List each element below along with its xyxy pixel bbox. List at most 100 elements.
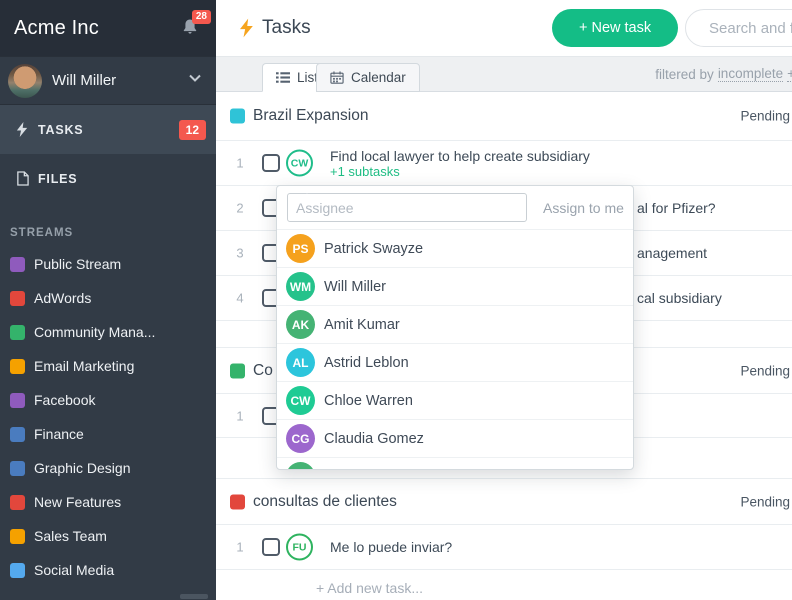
avatar [286, 462, 315, 469]
tasks-lightning-icon [240, 18, 253, 38]
section-title: consultas de clientes [253, 492, 397, 510]
sidebar-stream-new-features[interactable]: New Features [0, 485, 216, 519]
add-new-task[interactable]: + Add new task... [216, 569, 792, 600]
sidebar-stream-adwords[interactable]: AdWords [0, 281, 216, 315]
subtasks-link[interactable]: +1 subtasks [330, 164, 400, 179]
stream-name: AdWords [34, 290, 92, 306]
calendar-icon [330, 71, 344, 84]
section-status[interactable]: Pending [740, 494, 790, 509]
tab-label: Calendar [351, 70, 406, 85]
task-title[interactable]: anagement [637, 245, 708, 261]
stream-color-swatch [10, 460, 25, 476]
task-number: 1 [236, 539, 244, 555]
lightning-icon [14, 122, 30, 137]
chevron-down-icon [188, 71, 202, 90]
sidebar-stream-email-marketing[interactable]: Email Marketing [0, 349, 216, 383]
tab-calendar[interactable]: Calendar [316, 63, 420, 92]
avatar: AK [286, 310, 315, 339]
stream-color-swatch [10, 256, 25, 272]
tab-label: List [297, 70, 319, 85]
task-title[interactable]: al for Pfizer? [637, 200, 716, 216]
task-title[interactable]: Me lo puede inviar? [330, 539, 453, 555]
stream-name: Public Stream [34, 256, 122, 272]
assignee-option[interactable]: AL Astrid Leblon [277, 343, 633, 381]
sidebar-stream-finance[interactable]: Finance [0, 417, 216, 451]
user-name: Will Miller [52, 72, 117, 89]
task-number: 1 [236, 408, 244, 423]
avatar: CG [286, 424, 315, 453]
assignee-search-input[interactable] [287, 193, 527, 222]
task-row[interactable]: 1 FU Me lo puede inviar? [216, 524, 792, 569]
stream-name: Email Marketing [34, 358, 135, 374]
section-header-consultas-de-clientes: consultas de clientes Pending [216, 478, 792, 524]
person-name: Astrid Leblon [324, 354, 409, 371]
sidebar-stream-social-media[interactable]: Social Media [0, 553, 216, 587]
section-title: Brazil Expansion [253, 107, 369, 124]
tab-bar: List Calendar filtered by incomplete + [216, 56, 792, 92]
stream-color-swatch [10, 494, 25, 510]
assignee-option[interactable]: WM Will Miller [277, 267, 633, 305]
person-name: Amit Kumar [324, 316, 400, 333]
stream-color-swatch [10, 562, 25, 578]
filter-add[interactable]: + [787, 66, 792, 82]
sidebar-scroll-indicator[interactable] [180, 594, 208, 599]
sidebar-item-label: TASKS [38, 122, 84, 137]
filter-value[interactable]: incomplete [717, 66, 784, 82]
streams-heading: STREAMS [10, 227, 74, 239]
task-number: 2 [236, 200, 244, 216]
section-title: Co [253, 361, 273, 379]
stream-color-swatch [10, 528, 25, 544]
assignee-option[interactable] [277, 457, 633, 469]
stream-color-swatch [10, 358, 25, 374]
stream-name: Finance [34, 426, 84, 442]
section-status[interactable]: Pending [740, 108, 790, 124]
assignee-avatar[interactable]: FU [286, 533, 313, 561]
sidebar-stream-community-management[interactable]: Community Mana... [0, 315, 216, 349]
section-color-swatch [230, 108, 245, 124]
person-name: Chloe Warren [324, 392, 413, 409]
task-row[interactable]: 1 CW Find local lawyer to help create su… [216, 140, 792, 185]
assignee-option[interactable]: CW Chloe Warren [277, 381, 633, 419]
sidebar-stream-sales-team[interactable]: Sales Team [0, 519, 216, 553]
stream-name: Sales Team [34, 528, 107, 544]
notifications-bell-icon[interactable]: 28 [180, 10, 211, 39]
sidebar-stream-facebook[interactable]: Facebook [0, 383, 216, 417]
tasks-count-badge: 12 [178, 119, 206, 140]
task-checkbox[interactable] [262, 538, 280, 556]
task-number: 1 [236, 155, 244, 171]
user-avatar [8, 63, 42, 98]
filter-prefix: filtered by [655, 66, 714, 82]
task-checkbox[interactable] [262, 154, 280, 172]
person-name: Patrick Swayze [324, 240, 424, 257]
sidebar-stream-graphic-design[interactable]: Graphic Design [0, 451, 216, 485]
assignee-popover: Assign to me PS Patrick Swayze WM Will M… [276, 185, 634, 470]
stream-name: Facebook [34, 392, 96, 408]
avatar: AL [286, 348, 315, 377]
stream-name: Social Media [34, 562, 115, 578]
user-menu[interactable]: Will Miller [0, 56, 216, 105]
assignee-option[interactable]: PS Patrick Swayze [277, 229, 633, 267]
avatar: PS [286, 234, 315, 263]
section-status[interactable]: Pending [740, 363, 790, 378]
new-task-button[interactable]: + New task [552, 9, 679, 47]
file-icon [14, 171, 30, 186]
assignee-avatar[interactable]: CW [286, 149, 313, 177]
search-input[interactable] [685, 9, 792, 47]
sidebar-header: Acme Inc 28 [0, 0, 216, 56]
stream-name: Community Mana... [34, 324, 156, 340]
sidebar-item-label: FILES [38, 171, 78, 186]
list-icon [276, 72, 290, 83]
stream-color-swatch [10, 324, 25, 340]
section-header-brazil-expansion: Brazil Expansion Pending [216, 92, 792, 140]
person-name: Will Miller [324, 278, 387, 295]
sidebar-stream-public-stream[interactable]: Public Stream [0, 247, 216, 281]
assign-to-me-link[interactable]: Assign to me [543, 199, 624, 216]
task-title[interactable]: cal subsidiary [637, 290, 722, 306]
task-title[interactable]: Find local lawyer to help create subsidi… [330, 148, 590, 164]
assignee-option[interactable]: AK Amit Kumar [277, 305, 633, 343]
sidebar-item-tasks[interactable]: TASKS 12 [0, 105, 216, 154]
sidebar-item-files[interactable]: FILES [0, 154, 216, 203]
person-name: Claudia Gomez [324, 430, 424, 447]
page-title: Tasks [262, 17, 311, 38]
assignee-option[interactable]: CG Claudia Gomez [277, 419, 633, 457]
